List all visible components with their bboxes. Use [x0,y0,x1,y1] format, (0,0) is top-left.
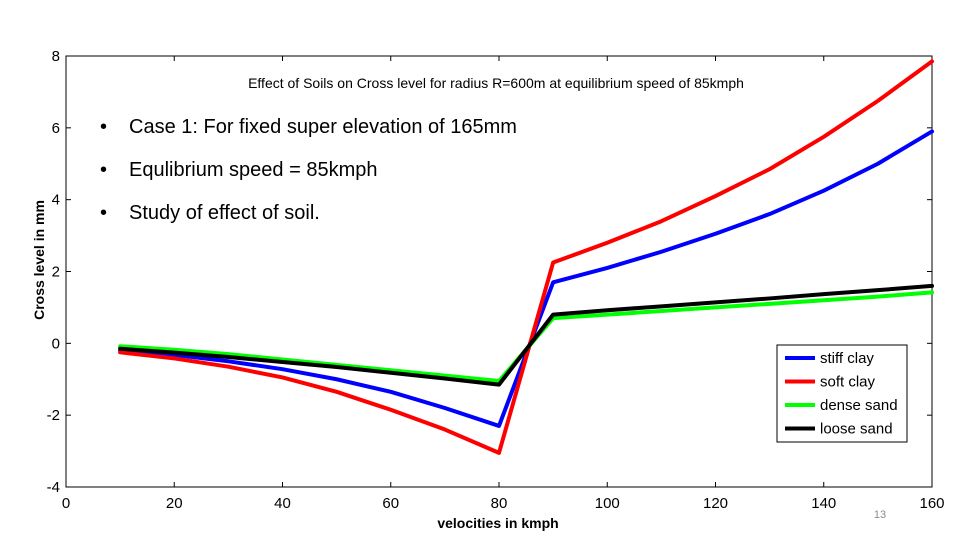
x-tick-label: 0 [62,495,70,512]
legend-label: stiff clay [820,350,874,367]
y-tick-label: 6 [52,120,60,137]
legend-label: dense sand [820,397,898,414]
x-axis-label: velocities in kmph [437,515,558,531]
bullet-item: Case 1: For fixed super elevation of 165… [129,116,517,138]
legend: stiff clay soft clay dense sand loose sand [776,344,908,443]
legend-box [776,344,908,443]
x-tick-label: 80 [491,495,508,512]
series-line-soft-clay [118,59,934,455]
bullet-marker: • [100,202,107,224]
plot-title: Effect of Soils on Cross level for radiu… [248,75,744,91]
bullet-item: Study of effect of soil. [129,202,320,224]
x-tick-label: 120 [703,495,728,512]
x-tick-label: 40 [274,495,291,512]
series-lines [118,59,934,455]
y-tick-label: 4 [52,192,60,209]
bullet-item: Equlibrium speed = 85kmph [129,159,377,181]
bullet-list: • Case 1: For fixed super elevation of 1… [100,116,517,224]
x-tick-label: 60 [382,495,399,512]
x-tick-label: 20 [166,495,183,512]
y-tick-label: 2 [52,264,60,281]
x-tick-label: 100 [595,495,620,512]
axis-ticks: 0 20 40 60 80 100 120 140 160 -4 -2 0 2 4 6 8 [47,48,945,512]
y-tick-label: 0 [52,335,60,352]
legend-label: soft clay [820,374,876,391]
y-tick-label: -4 [47,479,60,496]
legend-label: loose sand [820,421,893,438]
slide-number: 13 [874,509,886,521]
bullet-marker: • [100,116,107,138]
y-tick-label: -2 [47,407,60,424]
x-tick-label: 140 [811,495,836,512]
bullet-marker: • [100,159,107,181]
legend-entries: stiff clay soft clay dense sand loose sand [785,350,898,438]
x-tick-label: 160 [919,495,944,512]
y-axis-label: Cross level in mm [31,200,47,320]
series-line-loose-sand [118,283,934,387]
y-tick-label: 8 [52,48,60,65]
